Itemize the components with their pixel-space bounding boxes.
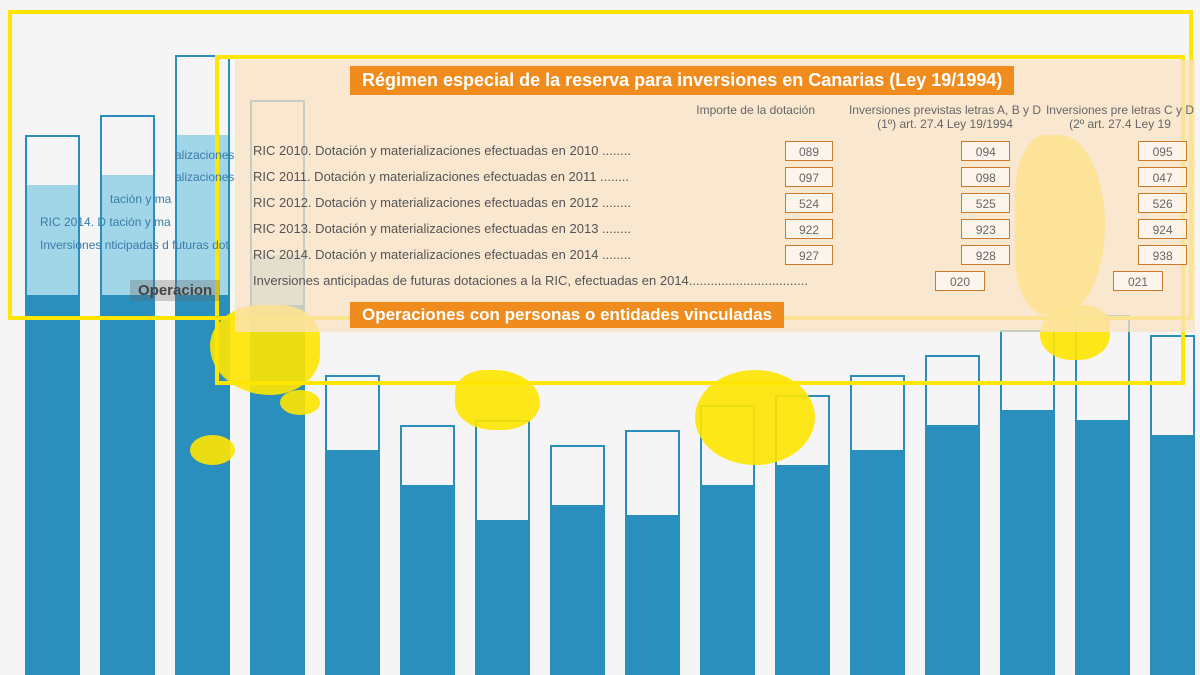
form-cell[interactable]: 924: [1138, 219, 1187, 239]
form-cell[interactable]: 095: [1138, 141, 1187, 161]
ghost-text: Inversiones nticipadas d futuras dot: [40, 238, 229, 252]
form-cell[interactable]: 922: [785, 219, 834, 239]
anticip-row: Inversiones anticipadas de futuras dotac…: [235, 268, 1195, 294]
col-header-importe: Importe de la dotación: [235, 103, 845, 132]
form-cell[interactable]: 097: [785, 167, 834, 187]
form-cell[interactable]: 089: [785, 141, 834, 161]
form-cell[interactable]: 938: [1138, 245, 1187, 265]
form-cell[interactable]: 927: [785, 245, 834, 265]
form-cell[interactable]: 525: [961, 193, 1010, 213]
column-headers: Importe de la dotación Inversiones previ…: [235, 103, 1195, 132]
form-cell[interactable]: 524: [785, 193, 834, 213]
anticip-cell-a[interactable]: 020: [935, 271, 985, 291]
row-label: RIC 2012. Dotación y materializaciones e…: [235, 195, 655, 210]
form-subtitle: Operaciones con personas o entidades vin…: [350, 302, 784, 328]
ghost-text: alizaciones: [175, 148, 234, 162]
row-label: RIC 2013. Dotación y materializaciones e…: [235, 221, 655, 236]
form-row: RIC 2010. Dotación y materializaciones e…: [235, 138, 1195, 164]
row-label: RIC 2014. Dotación y materializaciones e…: [235, 247, 655, 262]
col-header-inv-cd: Inversiones pre letras C y D (2º art. 27…: [1045, 103, 1195, 132]
form-row: RIC 2013. Dotación y materializaciones e…: [235, 216, 1195, 242]
form-cell[interactable]: 098: [961, 167, 1010, 187]
row-label: RIC 2010. Dotación y materializaciones e…: [235, 143, 655, 158]
form-cell[interactable]: 047: [1138, 167, 1187, 187]
form-cell[interactable]: 526: [1138, 193, 1187, 213]
row-label: RIC 2011. Dotación y materializaciones e…: [235, 169, 655, 184]
form-cell[interactable]: 923: [961, 219, 1010, 239]
form-rows: RIC 2010. Dotación y materializaciones e…: [235, 138, 1195, 268]
anticip-label: Inversiones anticipadas de futuras dotac…: [235, 273, 875, 288]
form-title: Régimen especial de la reserva para inve…: [350, 66, 1014, 95]
form-cell[interactable]: 928: [961, 245, 1010, 265]
ghost-subtitle: Operacion: [130, 280, 220, 301]
anticip-cell-b[interactable]: 021: [1113, 271, 1163, 291]
form-row: RIC 2014. Dotación y materializaciones e…: [235, 242, 1195, 268]
form-row: RIC 2011. Dotación y materializaciones e…: [235, 164, 1195, 190]
ghost-text: alizaciones: [175, 170, 234, 184]
col-header-inv-abd: Inversiones previstas letras A, B y D (1…: [845, 103, 1045, 132]
form-cell[interactable]: 094: [961, 141, 1010, 161]
form-row: RIC 2012. Dotación y materializaciones e…: [235, 190, 1195, 216]
ghost-text: tación y ma: [110, 192, 171, 206]
ghost-text: RIC 2014. D tación y ma: [40, 215, 171, 229]
ric-form-panel: Régimen especial de la reserva para inve…: [235, 60, 1195, 332]
